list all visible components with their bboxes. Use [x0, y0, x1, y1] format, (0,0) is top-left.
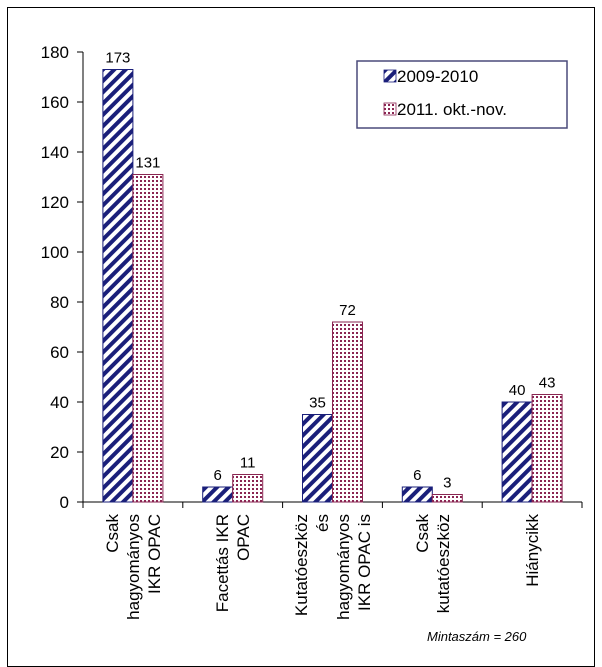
data-label: 3 — [443, 475, 451, 492]
category-label-line: hagyományos — [124, 514, 143, 620]
legend-label-2011: 2011. okt.-nov. — [397, 100, 507, 119]
x-axis — [82, 501, 583, 508]
bar-chart: 0 20 40 60 80 100 120 140 160 180 173 6 35 6 40 131 11 7… — [41, 43, 583, 644]
y-tick-label: 160 — [41, 93, 69, 112]
y-tick-label: 40 — [50, 393, 69, 412]
y-tick-label: 140 — [41, 143, 69, 162]
data-label: 6 — [413, 467, 421, 484]
category-label-line: Hiánycikk — [523, 514, 542, 587]
bar-series1-cat3 — [302, 414, 333, 503]
category-label-line: Csak — [413, 514, 432, 553]
y-tick-label: 60 — [50, 343, 69, 362]
sample-size-annotation: Mintaszám = 260 — [427, 629, 527, 644]
data-label: 40 — [509, 382, 526, 399]
category-label-line: IKR OPAC — [145, 514, 164, 594]
category-label-2: Facettás IKR OPAC — [213, 514, 253, 612]
y-tick-label: 0 — [60, 493, 69, 512]
bar-series1-cat1 — [102, 69, 134, 503]
data-label: 35 — [309, 395, 326, 412]
bar-series1-cat4 — [401, 486, 433, 503]
category-label-line: kutatóeszköz — [434, 514, 453, 613]
y-tick-label: 20 — [50, 443, 69, 462]
category-labels: Csak hagyományos IKR OPAC Facettás IKR OPAC K… — [103, 514, 542, 620]
bar-series1-cat5 — [501, 401, 533, 503]
y-tick-label: 120 — [41, 193, 69, 212]
category-label-4: Csak kutatóeszköz — [413, 514, 453, 614]
data-label: 131 — [135, 155, 160, 172]
data-labels: 173 6 35 6 40 131 11 72 3 43 — [105, 50, 555, 492]
y-tick-label: 100 — [41, 243, 69, 262]
category-label-5: Hiánycikk — [523, 514, 542, 587]
category-label-line: Csak — [103, 514, 122, 553]
data-label: 72 — [339, 302, 356, 319]
legend-swatch-2009-2010 — [383, 69, 397, 83]
data-label: 6 — [214, 467, 222, 484]
bar-series2-cat1 — [132, 174, 164, 503]
category-label-line: Facettás IKR — [213, 514, 232, 612]
y-tick-label: 80 — [50, 293, 69, 312]
category-label-line: és — [313, 514, 332, 532]
legend-swatch-2011 — [383, 102, 397, 116]
data-label: 173 — [105, 50, 130, 67]
bar-series2-cat4 — [431, 494, 463, 503]
category-label-1: Csak hagyományos IKR OPAC — [103, 514, 164, 620]
data-label: 43 — [539, 375, 556, 392]
bar-series2-cat5 — [531, 394, 563, 503]
category-label-line: hagyományos — [334, 514, 353, 620]
category-label-3: Kutatóeszköz és hagyományos IKR OPAC is — [292, 514, 374, 620]
legend-label-2009-2010: 2009-2010 — [397, 67, 478, 86]
bar-series2-cat3 — [332, 321, 363, 503]
bar-series1-cat2 — [202, 486, 234, 503]
category-label-line: IKR OPAC is — [355, 514, 374, 611]
bars — [102, 69, 563, 503]
y-axis: 0 20 40 60 80 100 120 140 160 180 — [41, 43, 84, 512]
y-tick-label: 180 — [41, 43, 69, 62]
category-label-line: OPAC — [234, 514, 253, 561]
legend: 2009-2010 2011. okt.-nov. — [356, 60, 568, 129]
bar-series2-cat2 — [232, 474, 264, 503]
category-label-line: Kutatóeszköz — [292, 514, 311, 616]
data-label: 11 — [240, 455, 256, 472]
